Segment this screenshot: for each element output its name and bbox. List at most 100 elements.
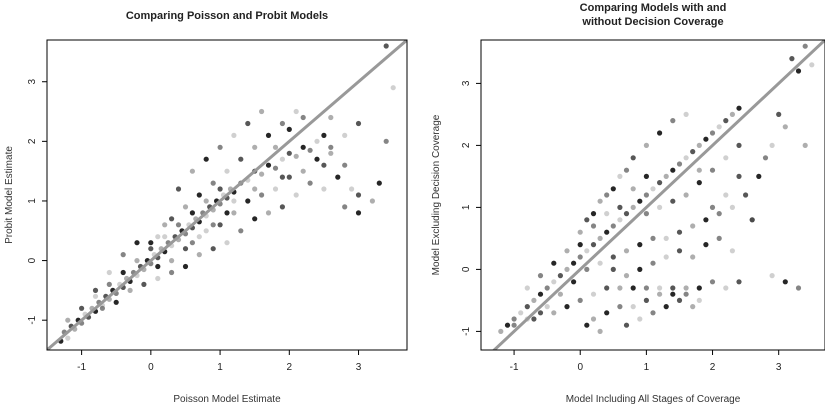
data-point [175,186,182,192]
data-point [314,138,320,144]
data-point [231,210,237,216]
data-point [328,144,334,150]
data-point [650,310,656,316]
data-point [650,235,656,241]
data-point [210,222,216,228]
data-point [355,192,362,198]
y-tick-label: 3 [27,79,38,85]
data-point [643,285,650,291]
data-point [762,155,769,161]
data-point [670,118,676,124]
data-point [551,310,557,316]
data-point [597,328,603,334]
reference-line [47,40,407,350]
data-point [630,186,636,192]
data-point [300,168,306,174]
data-point [210,180,216,186]
data-point [577,229,583,235]
data-point [537,310,544,316]
data-point [716,211,722,217]
x-tick-label: 2 [710,362,716,373]
chart-title: Comparing Models with and [580,2,727,14]
data-point [259,171,265,177]
data-point [676,161,683,167]
data-point [217,144,223,150]
data-point [272,186,279,192]
data-point [604,310,610,316]
data-point [590,291,597,297]
data-point [518,310,524,316]
x-tick-label: 3 [356,362,362,373]
data-point [590,316,597,322]
data-point [630,204,636,210]
data-point [321,132,327,138]
data-point [776,111,782,117]
data-point [643,211,650,217]
data-point [65,335,71,341]
data-point [141,281,147,287]
data-point [663,235,669,241]
y-axis-label: Probit Model Estimate [4,146,15,244]
data-point [99,305,105,311]
data-point [134,240,140,246]
data-point [511,316,517,322]
data-point [696,180,702,186]
data-point [293,192,299,198]
data-point [134,258,140,264]
data-point [300,114,306,121]
data-point [307,180,313,186]
data-point [729,204,736,210]
data-point [224,168,230,174]
data-point [657,291,663,297]
plot-frame [480,39,825,351]
data-point [723,155,729,161]
data-point [537,273,544,279]
y-tick-label: 2 [27,138,38,144]
y-tick-label: 0 [27,257,38,263]
data-point [650,260,656,266]
data-point [729,111,736,117]
data-point [342,204,348,210]
data-point [286,150,292,156]
data-point [650,186,656,192]
data-point [328,114,334,121]
data-point [537,291,544,297]
data-point [148,240,154,246]
data-point [544,304,550,310]
data-point [342,162,348,168]
data-point [683,291,689,297]
data-point [795,68,802,74]
data-point [169,269,175,276]
data-point [709,167,716,173]
data-point [637,198,643,204]
data-point [252,186,258,192]
data-point [630,285,636,291]
x-tick-label: 3 [776,362,782,373]
data-point [376,180,382,186]
data-point [355,210,362,216]
data-point [217,222,223,228]
data-point [670,291,676,297]
data-point [265,210,272,216]
data-point [663,173,669,179]
data-point [577,297,583,303]
y-tick-label: -1 [27,315,38,324]
data-point [703,136,709,142]
y-tick-label: 0 [461,266,472,272]
data-point [597,198,603,204]
data-point [231,132,237,138]
data-point [577,254,583,260]
data-point [657,285,663,291]
data-point [802,142,808,148]
data-point [259,192,265,198]
data-point [272,144,279,150]
data-point [709,130,716,136]
data-point [736,279,742,285]
data-point [245,120,251,127]
data-point [604,192,610,198]
data-point [597,260,603,266]
data-point [231,198,237,204]
x-axis-label: Model Including All Stages of Coverage [566,394,741,405]
data-point [795,285,802,291]
data-point [557,273,564,279]
